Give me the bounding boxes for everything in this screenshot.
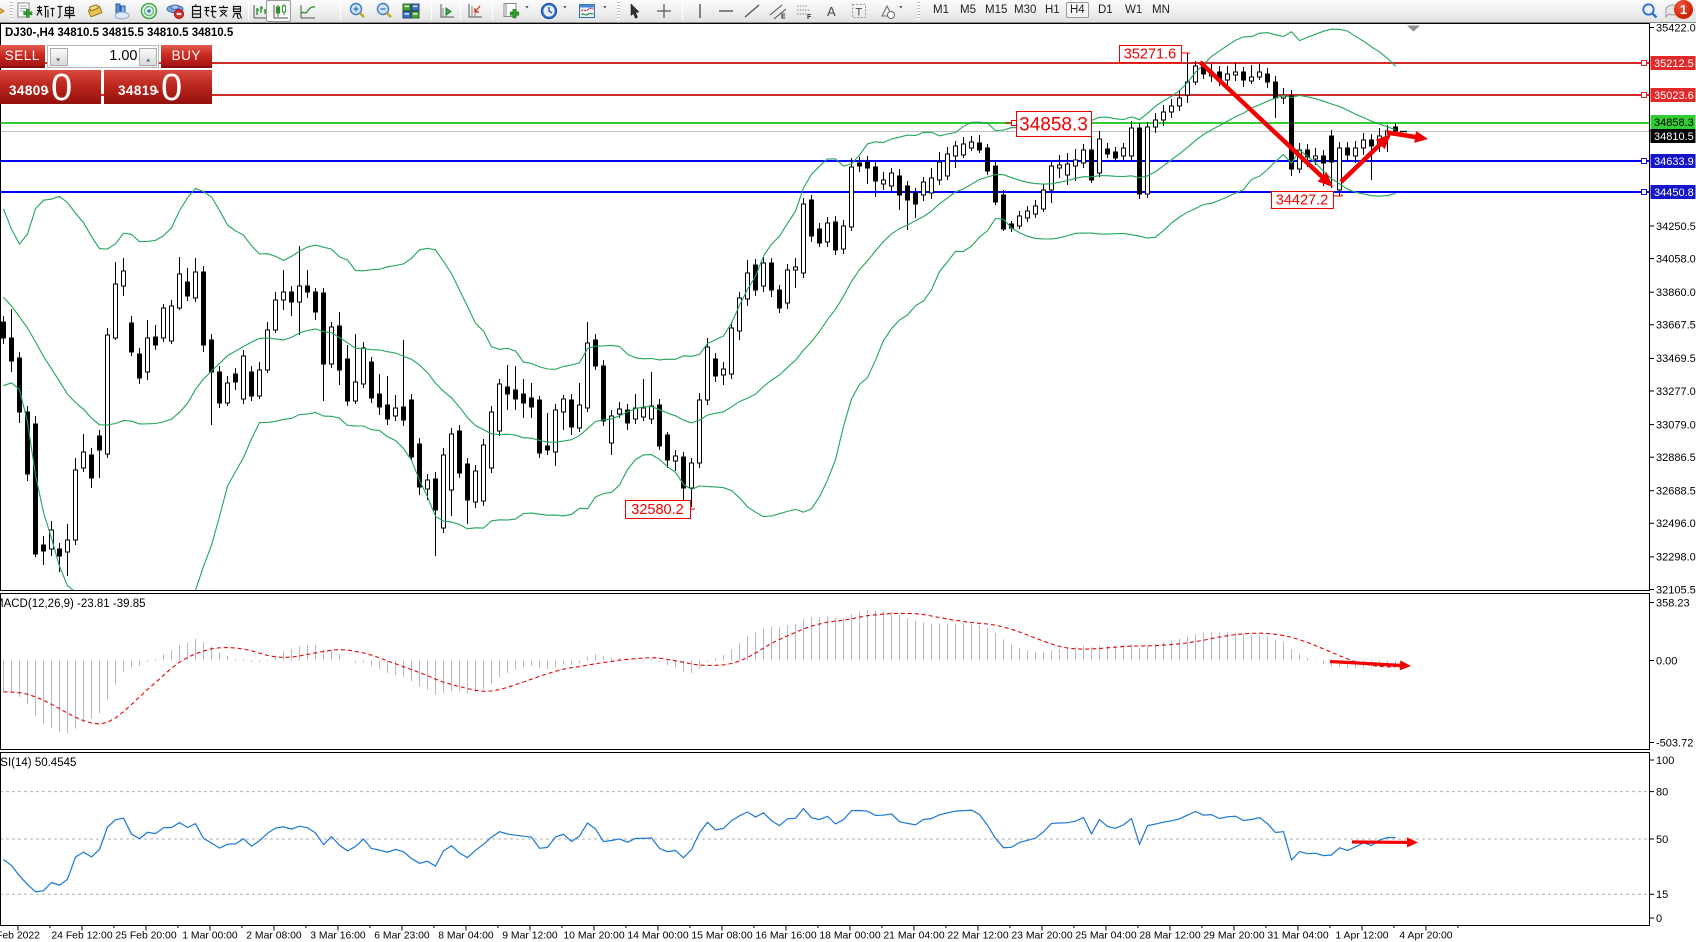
svg-text:34858.3: 34858.3	[1654, 117, 1694, 129]
svg-text:32580.2: 32580.2	[631, 502, 683, 518]
svg-text:80: 80	[1656, 786, 1668, 798]
svg-text:15: 15	[1656, 889, 1668, 901]
svg-text:34450.8: 34450.8	[1654, 187, 1694, 199]
svg-text:32105.5: 32105.5	[1656, 584, 1696, 596]
svg-text:35023.6: 35023.6	[1654, 90, 1694, 102]
svg-text:32298.0: 32298.0	[1656, 552, 1696, 564]
svg-text:35271.6: 35271.6	[1124, 47, 1176, 63]
svg-text:34058.0: 34058.0	[1656, 253, 1696, 265]
svg-text:100: 100	[1656, 755, 1674, 767]
svg-text:E: E	[781, 14, 786, 21]
svg-text:33667.5: 33667.5	[1656, 320, 1696, 332]
svg-text:32496.0: 32496.0	[1656, 518, 1696, 530]
svg-text:50: 50	[1656, 834, 1668, 846]
svg-text:16 Mar 16:00: 16 Mar 16:00	[755, 931, 816, 942]
svg-text:10 Mar 20:00: 10 Mar 20:00	[563, 931, 624, 942]
svg-text:8 Mar 04:00: 8 Mar 04:00	[438, 931, 494, 942]
svg-text:28 Mar 12:00: 28 Mar 12:00	[1139, 931, 1200, 942]
svg-text:Feb 2022: Feb 2022	[0, 931, 40, 942]
svg-text:32688.5: 32688.5	[1656, 486, 1696, 498]
svg-text:DJ30-,H4 34810.5 34815.5 3481: DJ30-,H4 34810.5 34815.5 34810.5 34810.5	[5, 27, 234, 39]
svg-text:22 Mar 12:00: 22 Mar 12:00	[947, 931, 1008, 942]
svg-text:4 Apr 20:00: 4 Apr 20:00	[1399, 931, 1452, 942]
svg-text:0: 0	[1656, 913, 1662, 925]
svg-text:MACD(12,26,9) -23.81 -39.85: MACD(12,26,9) -23.81 -39.85	[0, 598, 146, 610]
svg-text:34250.5: 34250.5	[1656, 221, 1696, 233]
svg-text:33469.5: 33469.5	[1656, 353, 1696, 365]
svg-text:23 Mar 20:00: 23 Mar 20:00	[1011, 931, 1072, 942]
svg-text:RSI(14) 50.4545: RSI(14) 50.4545	[0, 757, 76, 769]
svg-text:T: T	[856, 7, 863, 19]
svg-text:A: A	[827, 4, 836, 19]
svg-text:25 Feb 20:00: 25 Feb 20:00	[115, 931, 176, 942]
svg-text:33079.0: 33079.0	[1656, 419, 1696, 431]
svg-text:2 Mar 08:00: 2 Mar 08:00	[246, 931, 302, 942]
svg-text:33860.0: 33860.0	[1656, 287, 1696, 299]
svg-text:3 Mar 16:00: 3 Mar 16:00	[310, 931, 366, 942]
svg-text:35212.5: 35212.5	[1654, 58, 1694, 70]
svg-text:F: F	[807, 14, 812, 20]
svg-text:25 Mar 04:00: 25 Mar 04:00	[1075, 931, 1136, 942]
svg-text:31 Mar 04:00: 31 Mar 04:00	[1267, 931, 1328, 942]
svg-text:15 Mar 08:00: 15 Mar 08:00	[691, 931, 752, 942]
svg-text:24 Feb 12:00: 24 Feb 12:00	[51, 931, 112, 942]
svg-text:32886.5: 32886.5	[1656, 452, 1696, 464]
svg-text:1 Mar 00:00: 1 Mar 00:00	[182, 931, 238, 942]
svg-text:33277.0: 33277.0	[1656, 386, 1696, 398]
svg-text:34633.9: 34633.9	[1654, 156, 1694, 168]
svg-text:34810.5: 34810.5	[1654, 131, 1694, 143]
svg-text:1 Apr 12:00: 1 Apr 12:00	[1335, 931, 1388, 942]
svg-text:14 Mar 00:00: 14 Mar 00:00	[627, 931, 688, 942]
svg-text:0.00: 0.00	[1656, 655, 1677, 667]
svg-text:21 Mar 04:00: 21 Mar 04:00	[883, 931, 944, 942]
svg-text:6 Mar 23:00: 6 Mar 23:00	[374, 931, 430, 942]
svg-text:29 Mar 20:00: 29 Mar 20:00	[1203, 931, 1264, 942]
svg-text:34427.2: 34427.2	[1276, 193, 1328, 209]
svg-text:18 Mar 00:00: 18 Mar 00:00	[819, 931, 880, 942]
svg-text:-503.72: -503.72	[1656, 737, 1693, 749]
svg-text:34858.3: 34858.3	[1019, 114, 1088, 135]
svg-text:9 Mar 12:00: 9 Mar 12:00	[502, 931, 558, 942]
svg-text:35422.0: 35422.0	[1656, 22, 1696, 34]
svg-text:358.23: 358.23	[1656, 597, 1690, 609]
